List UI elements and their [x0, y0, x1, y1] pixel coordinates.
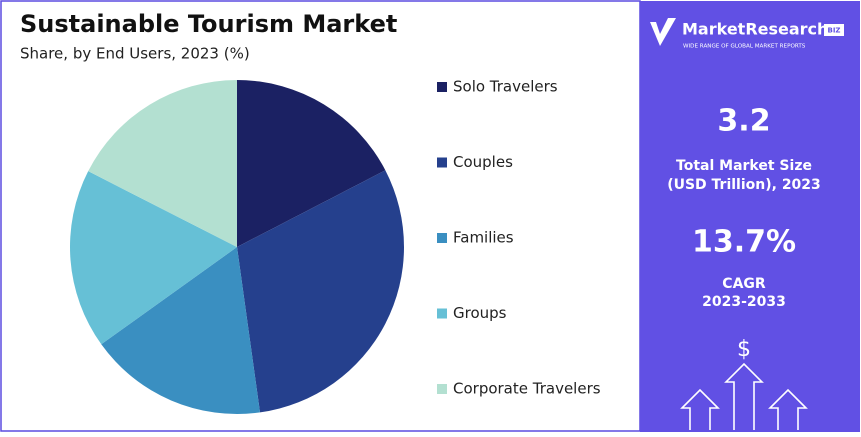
- pie-slice: [237, 170, 404, 413]
- brand-logo: [650, 18, 676, 46]
- cagr-period: 2023-2033: [702, 294, 786, 310]
- legend-label: Solo Travelers: [453, 78, 558, 96]
- chart-title: Sustainable Tourism Market: [20, 10, 397, 38]
- brand-badge: BIZ: [827, 27, 840, 35]
- legend-swatch: [437, 308, 447, 319]
- legend-label: Groups: [453, 304, 507, 322]
- icon-symbol: $: [737, 337, 751, 362]
- legend: Solo Travelers Couples Families Groups Corpo…: [437, 78, 601, 398]
- tagline: WIDE RANGE OF GLOBAL MARKET REPORTS: [683, 44, 806, 50]
- legend-swatch: [437, 157, 447, 168]
- cagr: 13.7%: [692, 225, 796, 260]
- pie-slice: [101, 247, 261, 414]
- market-size-label: Total Market Size: [676, 158, 812, 174]
- legend-label: Families: [453, 229, 514, 247]
- chart-subtitle: Share, by End Users, 2023 (%): [20, 45, 250, 63]
- pie-slice: [237, 80, 386, 247]
- pie-slice: [88, 79, 238, 247]
- market-size-label: (USD Trillion), 2023: [667, 177, 821, 193]
- growth-arrows: [680, 362, 808, 430]
- legend-swatch: [437, 384, 447, 394]
- legend-swatch: [437, 233, 447, 243]
- brand-badge-bg: [824, 24, 844, 36]
- pie: [70, 79, 404, 414]
- market-size: 3.2: [717, 104, 770, 139]
- legend-swatch: [437, 82, 447, 92]
- pie-slice: [70, 171, 238, 345]
- sidebar: [640, 1, 860, 432]
- brand: MarketResearch: [682, 20, 828, 39]
- cagr-label: CAGR: [722, 276, 766, 292]
- legend-label: Couples: [453, 153, 513, 171]
- legend-label: Corporate Travelers: [453, 380, 601, 398]
